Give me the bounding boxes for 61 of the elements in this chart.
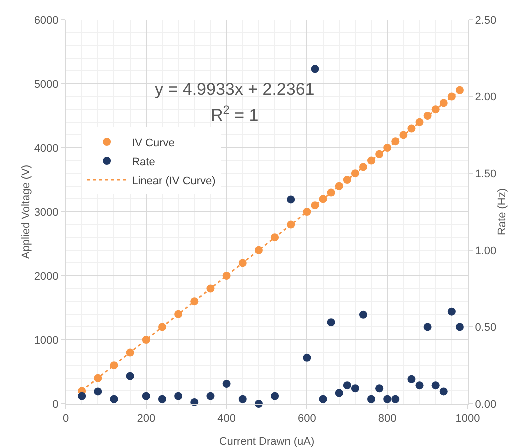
- point: [327, 318, 336, 327]
- y2-axis-title: Rate (Hz): [496, 188, 508, 236]
- y-axis-title: Applied Voltage (V): [20, 164, 32, 260]
- x-tick-label: 200: [137, 413, 156, 426]
- x-tick-label: 1000: [456, 413, 480, 426]
- point: [158, 395, 166, 404]
- point: [432, 382, 440, 390]
- point: [303, 354, 312, 362]
- point: [110, 395, 118, 404]
- x-tick-label: 400: [218, 413, 236, 426]
- point: [319, 395, 328, 404]
- x-tick-label: 600: [298, 413, 316, 426]
- y2-tick-label: 2.50: [475, 14, 497, 27]
- point: [368, 395, 376, 404]
- point: [416, 382, 424, 390]
- y2-tick-label: 1.50: [475, 168, 497, 180]
- point: [392, 395, 400, 404]
- y2-tick-label: 2.00: [475, 92, 497, 104]
- point: [271, 234, 280, 242]
- point: [384, 395, 392, 404]
- y-tick-label: 3000: [34, 206, 59, 219]
- point: [271, 392, 280, 400]
- point: [142, 392, 150, 400]
- y2-tick-label: 0.00: [475, 398, 497, 411]
- point: [351, 384, 360, 393]
- y-tick-label: 2000: [34, 270, 59, 283]
- point: [448, 308, 456, 316]
- point: [408, 375, 416, 384]
- point: [440, 388, 448, 396]
- x-tick-label: 800: [378, 413, 397, 426]
- legend-label: Rate: [132, 156, 156, 168]
- point: [238, 395, 247, 404]
- point: [94, 388, 102, 396]
- point: [376, 384, 384, 393]
- point: [206, 392, 215, 400]
- point: [456, 86, 464, 94]
- legend-label: Linear (IV Curve): [132, 175, 216, 188]
- x-axis-title: Current Drawn (uA): [219, 436, 315, 448]
- point: [335, 389, 344, 398]
- point: [126, 372, 134, 380]
- point: [343, 382, 352, 390]
- y-tick-label: 5000: [34, 78, 59, 91]
- annotation: y = 4.9933x + 2.2361: [155, 80, 315, 99]
- point: [424, 323, 432, 332]
- point: [376, 150, 384, 158]
- y2-tick-label: 0.50: [475, 322, 497, 334]
- point: [174, 392, 183, 400]
- y2-tick-label: 1.00: [475, 245, 497, 258]
- y-tick-label: 6000: [34, 14, 59, 27]
- point: [359, 310, 368, 319]
- annotation: R$^{2}$ = 1: [211, 103, 259, 126]
- y-tick-label: 4000: [34, 142, 59, 155]
- point: [456, 323, 464, 332]
- y-tick-label: 0: [52, 398, 59, 411]
- legend-label: IV Curve: [132, 137, 175, 150]
- point: [222, 380, 231, 388]
- x-tick-label: 0: [62, 413, 70, 426]
- point: [287, 196, 296, 204]
- point: [78, 392, 86, 400]
- point: [311, 65, 320, 74]
- y-tick-label: 1000: [34, 334, 59, 347]
